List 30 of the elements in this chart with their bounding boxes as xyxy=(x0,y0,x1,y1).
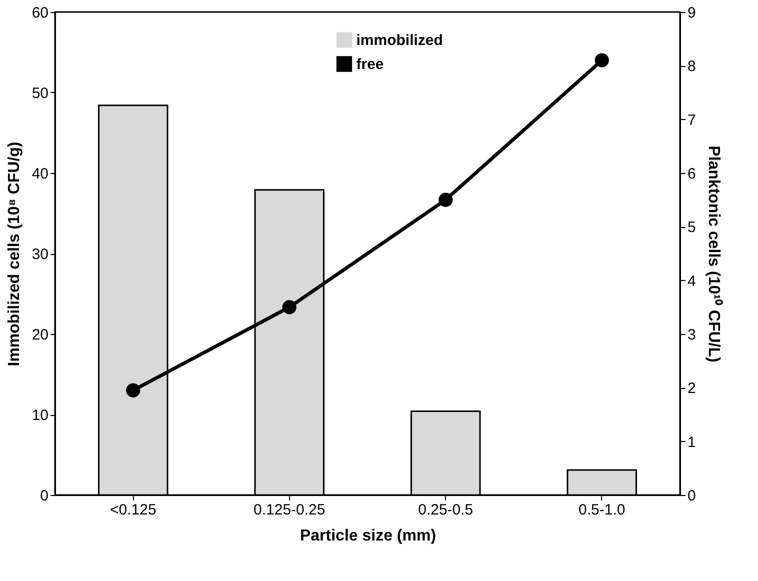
x-tick-label: 0.5-1.0 xyxy=(578,502,626,518)
y2-tick-label: 5 xyxy=(688,219,696,236)
y-tick-label: 20 xyxy=(32,326,48,344)
y-tick-label: 50 xyxy=(32,85,48,102)
point xyxy=(126,383,140,398)
y2-axis-title: Planktonic cells (10¹⁰ CFU/L) xyxy=(704,146,723,362)
point xyxy=(438,192,453,207)
y2-tick-label: 0 xyxy=(688,488,696,504)
point xyxy=(594,53,609,68)
y-tick-label: 30 xyxy=(32,246,48,263)
y-tick-label: 0 xyxy=(40,488,48,504)
y-tick-label: 10 xyxy=(32,407,48,424)
y2-tick-label: 7 xyxy=(688,112,696,129)
y2-tick-label: 1 xyxy=(688,434,696,451)
legend-label: free xyxy=(356,56,384,73)
point xyxy=(282,300,296,314)
y-axis-title: Immobilized cells (10⁸ CFU/g) xyxy=(6,142,23,366)
x-tick-label: 0.25-0.5 xyxy=(418,502,474,518)
y2-tick-label: 3 xyxy=(688,326,696,344)
y-tick-label: 40 xyxy=(32,166,48,182)
y2-tick-label: 6 xyxy=(688,166,696,182)
y2-tick-label: 4 xyxy=(688,272,696,290)
y2-tick-label: 9 xyxy=(688,4,696,22)
y2-tick-label: 2 xyxy=(688,380,696,398)
x-tick-label: <0.125 xyxy=(110,502,156,518)
y-tick-label: 60 xyxy=(32,4,48,22)
y2-tick-label: 8 xyxy=(688,58,696,76)
x-axis-title: Particle size (mm) xyxy=(300,528,436,544)
x-tick-label: 0.125-0.25 xyxy=(254,502,326,518)
legend-label: immobilized xyxy=(356,32,443,49)
